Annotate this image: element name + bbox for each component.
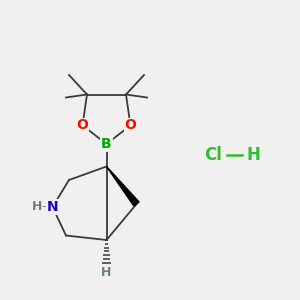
Text: O: O [124, 118, 136, 132]
Text: –: – [41, 200, 47, 214]
Polygon shape [106, 167, 139, 206]
Text: H: H [101, 266, 112, 278]
Text: H: H [247, 146, 260, 164]
Text: H: H [32, 200, 42, 214]
Text: Cl: Cl [204, 146, 222, 164]
Text: O: O [76, 118, 88, 132]
Text: N: N [47, 200, 58, 214]
Text: B: B [101, 137, 112, 151]
